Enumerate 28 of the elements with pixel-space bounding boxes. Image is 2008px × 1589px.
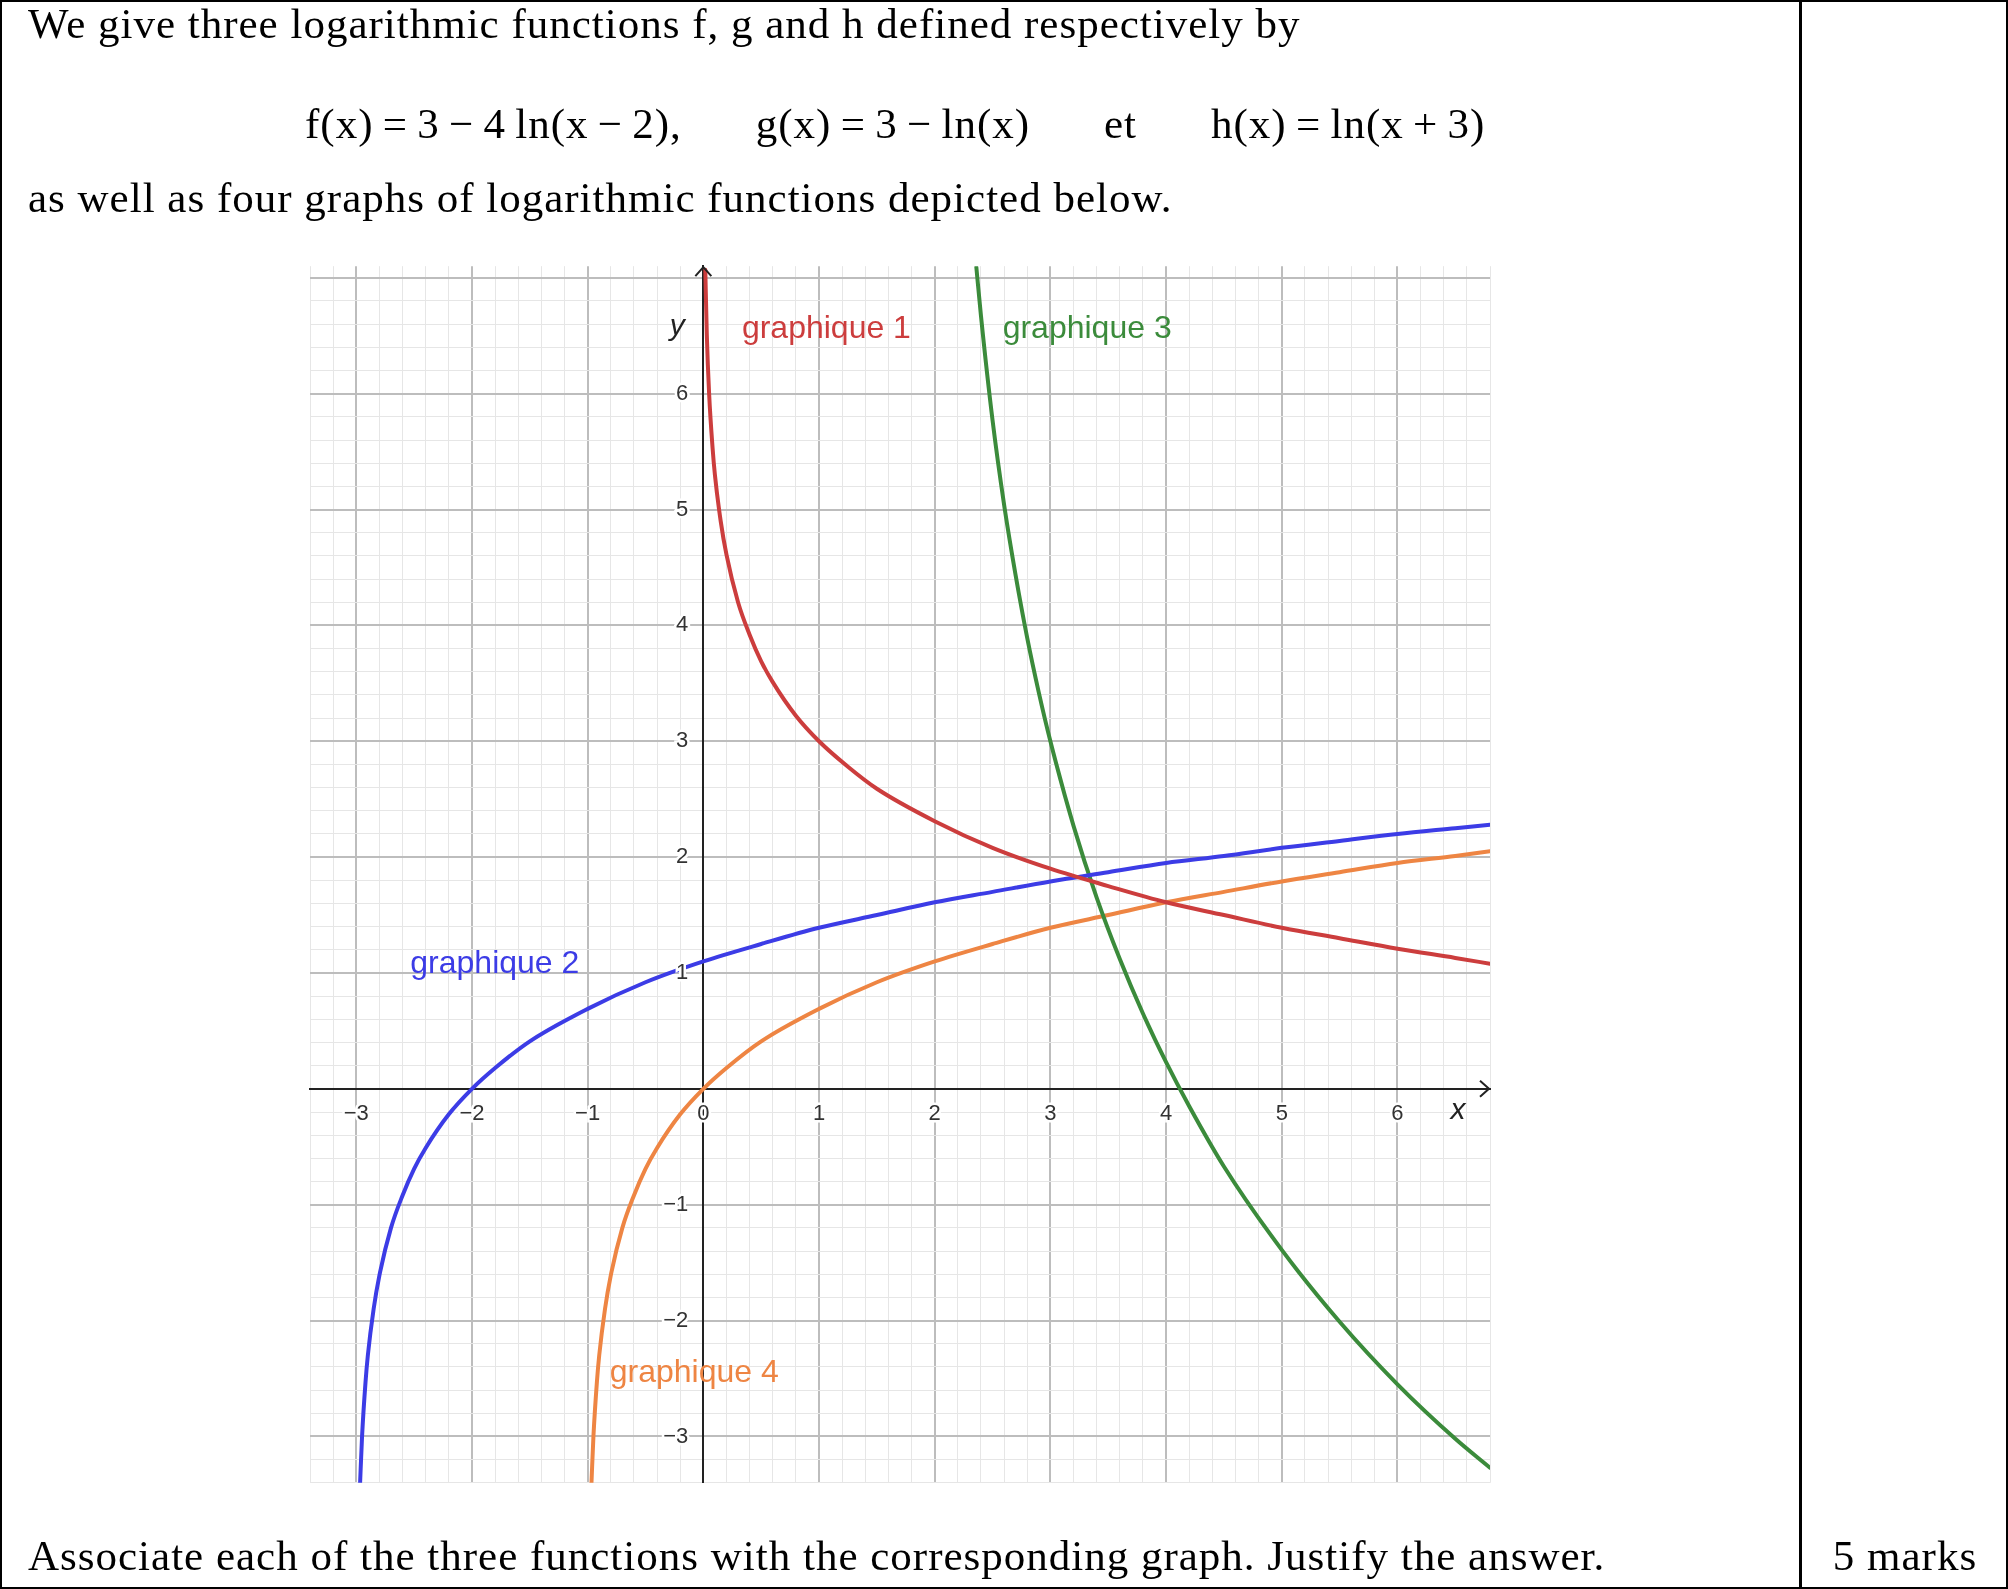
x-tick-label: 3 bbox=[1044, 1100, 1057, 1126]
y-tick-label: 5 bbox=[676, 495, 689, 521]
series-label: graphique 3 bbox=[1002, 309, 1172, 346]
x-tick-label: 4 bbox=[1159, 1100, 1173, 1126]
x-tick-label: 6 bbox=[1391, 1100, 1404, 1126]
text: 5 marks bbox=[1831, 1532, 1979, 1579]
text: as well as four graphs of logarithmic functions depicted below. bbox=[28, 174, 1173, 221]
text: Associate each of the three functions with the corresponding graph. Justify the answer. bbox=[28, 1532, 1606, 1579]
y-tick-label: −2 bbox=[663, 1306, 689, 1332]
x-tick-label: 2 bbox=[928, 1100, 941, 1126]
y-tick-label: 6 bbox=[676, 379, 689, 405]
x-tick-label: −2 bbox=[459, 1100, 485, 1126]
x-tick-label: −1 bbox=[575, 1100, 601, 1126]
y-tick-label: −3 bbox=[663, 1422, 689, 1448]
x-tick-label: 5 bbox=[1275, 1100, 1288, 1126]
x-tick-label: 1 bbox=[812, 1100, 826, 1126]
chart-subtitle: f(x) = 3 − 4 ln(x − 2), g(x) = 3 − ln(x) et h(x) = ln(x + 3) bbox=[305, 100, 1486, 147]
y-tick-label: 2 bbox=[676, 843, 689, 869]
line-series bbox=[974, 266, 1490, 1470]
y-axis-title: y bbox=[667, 307, 687, 341]
y-tick-label: −1 bbox=[663, 1190, 689, 1216]
x-axis-title: x bbox=[1448, 1092, 1467, 1126]
series-label: graphique 2 bbox=[410, 944, 580, 981]
series-label: graphique 1 bbox=[741, 309, 911, 346]
chart-title: We give three logarithmic functions f, g and h defined respectively by bbox=[28, 0, 1301, 47]
x-tick-label: −3 bbox=[343, 1100, 369, 1126]
y-tick-label: 3 bbox=[676, 727, 689, 753]
y-tick-label: 4 bbox=[676, 611, 689, 637]
